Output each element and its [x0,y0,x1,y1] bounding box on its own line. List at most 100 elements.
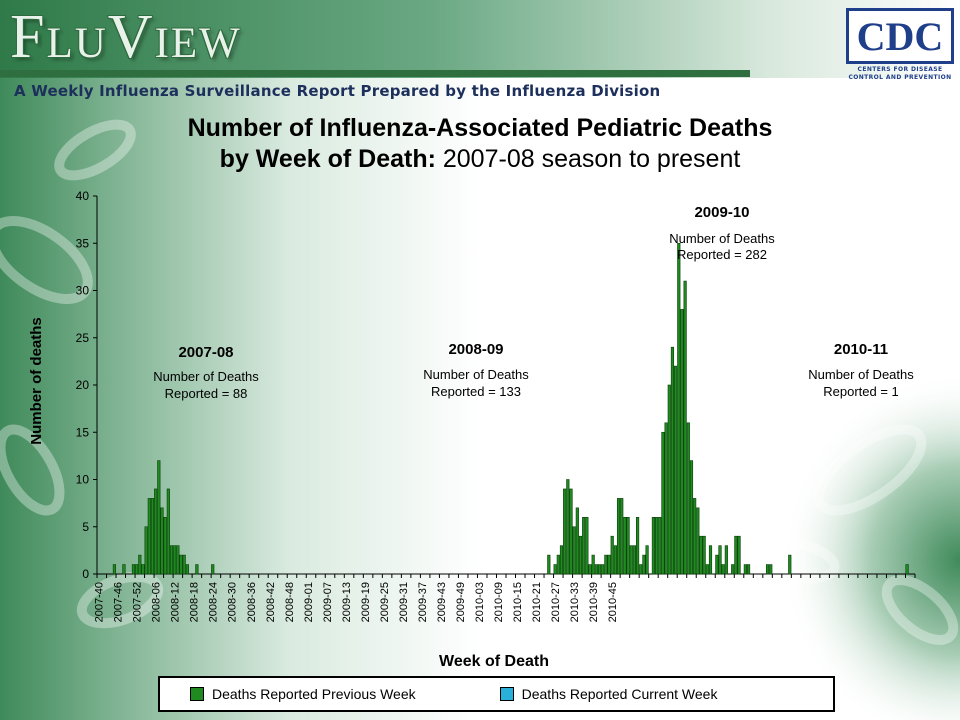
bar [655,516,659,575]
annotation-2010-11: 2010-11 Number of Deaths Reported = 1 [808,341,914,399]
y-tick-label: 15 [76,425,90,439]
bar [626,516,630,575]
x-tick-label: 2008-18 [189,582,201,622]
bar [575,507,579,575]
bar [138,554,142,575]
bar [702,535,706,575]
bar [147,498,151,575]
bar [182,554,186,575]
y-tick-label: 25 [76,331,90,345]
bar [601,564,605,575]
annotation-line2: Reported = 1 [823,384,899,399]
x-tick-label: 2010-15 [512,582,524,622]
legend-label-previous-week: Deaths Reported Previous Week [212,686,416,702]
bar [585,516,589,575]
bar [708,545,713,575]
x-tick-label: 2007-40 [94,582,106,622]
x-tick-label: 2010-33 [569,582,581,622]
bar [559,545,564,575]
bar [658,516,662,575]
bar [651,516,656,575]
masthead-rule [0,70,750,77]
annotation-line1: Number of Deaths [669,231,775,246]
x-axis: 2007-40 2007-46 2007-52 2008-06 2008-12 2008-… [94,573,916,622]
bar [160,507,164,575]
bar [569,488,573,575]
bar [639,564,643,575]
bar [743,564,747,575]
bar [173,545,177,575]
bar [135,564,139,575]
annotation-line1: Number of Deaths [153,369,259,384]
annotation-2008-09: 2008-09 Number of Deaths Reported = 133 [423,341,529,399]
bar [724,545,728,575]
annotation-season: 2010-11 [834,341,888,358]
y-tick-label: 10 [76,473,90,487]
bar [667,384,671,575]
bar [635,516,640,575]
y-tick-label: 30 [76,284,90,298]
bar [179,554,183,575]
bar [623,516,627,575]
annotation-line2: Reported = 133 [431,384,521,399]
bar [620,498,624,575]
bar [645,545,649,575]
bar [705,564,709,575]
app-title: FluView [10,3,242,71]
bar [715,554,719,575]
x-tick-label: 2010-45 [607,582,619,622]
bar [765,564,770,575]
bar [169,545,174,575]
bar [613,545,617,575]
cdc-logo-mark: CDC [846,8,954,64]
x-tick-label: 2009-01 [303,582,315,622]
annotation-line1: Number of Deaths [808,367,914,382]
x-tick-label: 2008-24 [208,582,220,622]
x-tick-label: 2010-03 [474,582,486,622]
legend-swatch-green [190,687,204,701]
bar [556,554,560,575]
x-tick-label: 2010-21 [531,582,543,622]
bar [591,554,595,575]
y-tick-label: 20 [76,378,90,392]
x-tick-label: 2007-46 [113,582,125,622]
chart-title: Number of Influenza-Associated Pediatric… [0,113,960,175]
bar [578,535,583,575]
x-axis-label: Week of Death [439,653,549,670]
bar [629,545,633,575]
bar [661,431,665,575]
bar [547,554,551,575]
report-subtitle: A Weekly Influenza Surveillance Report P… [14,82,661,100]
bar [112,564,117,575]
chart-title-bold-2: by Week of Death: [219,145,436,173]
bar [632,545,636,575]
legend-item-previous-week: Deaths Reported Previous Week [190,686,416,702]
y-tick-label: 35 [76,236,90,250]
bar [734,535,738,575]
bar [176,545,180,575]
x-tick-label: 2009-37 [417,582,429,622]
bar [670,346,675,575]
legend-item-current-week: Deaths Reported Current Week [499,686,718,702]
x-tick-label: 2007-52 [132,582,144,622]
bar [696,507,700,575]
bar [157,460,161,575]
bar [150,498,155,575]
annotation-season: 2007-08 [178,344,233,361]
bar [122,564,126,575]
chart-title-bold-1: Number of Influenza-Associated Pediatric… [187,114,773,142]
bar [674,365,678,575]
bar [607,554,611,575]
x-tick-label: 2010-39 [588,582,600,622]
x-tick-label: 2009-31 [398,582,410,622]
bar [553,564,557,575]
bar [185,564,189,575]
y-axis-label: Number of deaths [28,317,45,445]
x-tick-label: 2008-12 [170,582,182,622]
x-tick-label: 2009-19 [360,582,372,622]
bar [211,564,215,575]
bar [154,488,158,575]
bar [616,498,621,575]
legend-label-current-week: Deaths Reported Current Week [521,686,718,702]
